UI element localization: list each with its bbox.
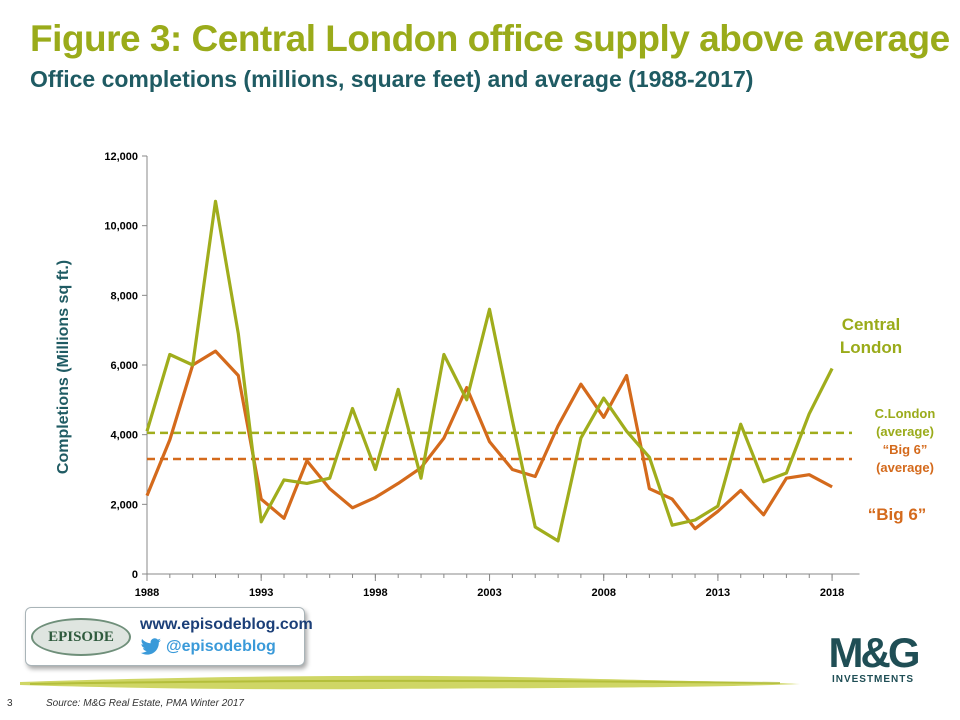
x-tick-label: 1993 [249, 587, 273, 599]
big6-average-label-2: (average) [876, 460, 934, 475]
twitter-handle-text: @episodeblog [166, 638, 276, 655]
x-tick-label: 1988 [135, 587, 159, 599]
x-tick-label: 2013 [706, 587, 730, 599]
twitter-bird-icon [140, 638, 161, 655]
big6-average-label: “Big 6” [883, 442, 928, 457]
series-lines [145, 199, 834, 543]
big6-series-line [145, 349, 833, 531]
blog-url-link[interactable]: www.episodeblog.com [140, 616, 313, 633]
mg-investments-logo: M&G INVESTMENTS [808, 629, 938, 686]
average-lines [147, 431, 852, 461]
episode-logo: EPISODE [31, 618, 131, 656]
x-tick-label: 2008 [591, 587, 615, 599]
brand-sub: INVESTMENTS [831, 674, 915, 685]
source-note: Source: M&G Real Estate, PMA Winter 2017 [46, 698, 244, 709]
y-tick-label: 4,000 [110, 430, 138, 442]
x-tick-label: 1998 [363, 587, 387, 599]
series-annotations: Central London C.London (average) “Big 6… [840, 315, 936, 524]
x-tick-label: 2018 [820, 587, 844, 599]
central-average-label-2: (average) [876, 424, 934, 439]
page-number: 3 [7, 698, 13, 709]
y-tick-label: 2,000 [110, 499, 138, 511]
decorative-brush-stroke [20, 675, 800, 690]
brand-name: M&G [828, 629, 921, 676]
y-tick-label: 10,000 [104, 221, 138, 233]
y-tick-label: 12,000 [104, 151, 138, 163]
central-london-label-2: London [840, 338, 902, 357]
y-tick-label: 8,000 [110, 290, 138, 302]
episode-badge: EPISODE www.episodeblog.com @episodeblog [25, 607, 313, 666]
y-tick-label: 6,000 [110, 360, 138, 372]
chart-axes: 0 2,000 4,000 6,000 8,000 10,000 12,000 1988 199… [104, 151, 860, 599]
central-london-series-line [145, 199, 834, 543]
x-tick-label: 2003 [477, 587, 501, 599]
y-tick-label: 0 [132, 569, 138, 581]
page-title: Figure 3: Central London office supply a… [30, 18, 950, 59]
twitter-handle-link[interactable]: @episodeblog [140, 638, 276, 656]
big6-label: “Big 6” [868, 505, 927, 524]
y-axis-label: Completions (Millions sq ft.) [55, 260, 72, 474]
central-london-label: Central [842, 315, 901, 334]
page-subtitle: Office completions (millions, square fee… [30, 66, 754, 92]
central-average-label: C.London [875, 406, 936, 421]
completions-line-chart: 0 2,000 4,000 6,000 8,000 10,000 12,000 1988 199… [55, 151, 936, 599]
